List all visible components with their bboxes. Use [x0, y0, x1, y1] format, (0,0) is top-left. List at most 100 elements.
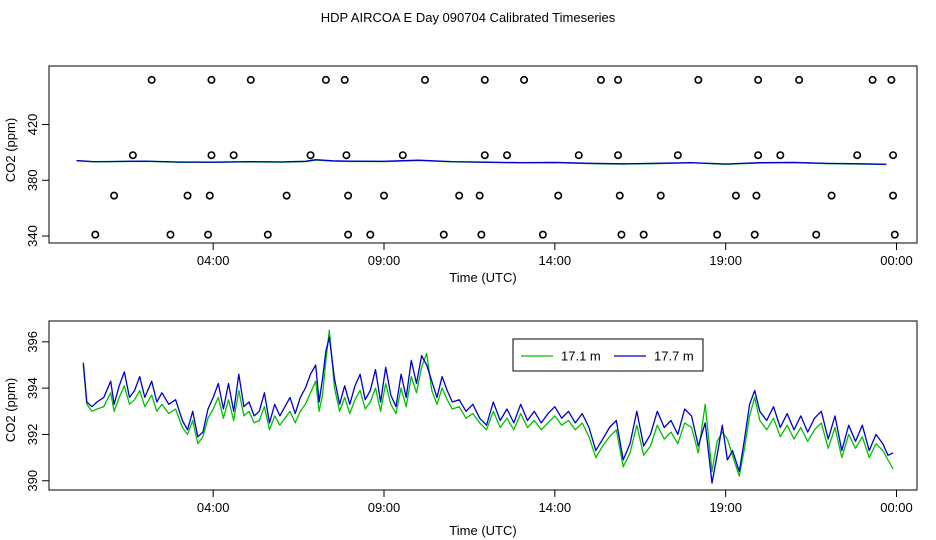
- calibration-point: [574, 151, 583, 160]
- bottom-y-axis-label: CO2 (ppm): [3, 378, 18, 442]
- top-x-tick-label: 14:00: [539, 253, 572, 268]
- calibration-point: [887, 75, 896, 84]
- calibration-point: [615, 191, 624, 200]
- calibration-point: [455, 191, 464, 200]
- calibration-point: [207, 75, 216, 84]
- top-y-tick-label: 340: [25, 225, 40, 247]
- bottom-plot-frame: [48, 320, 918, 491]
- calibration-point: [306, 151, 315, 160]
- calibration-point: [853, 151, 862, 160]
- calibration-point: [128, 151, 137, 160]
- bottom-series-lines: [82, 329, 894, 484]
- top-series-17-7-mline: [76, 159, 887, 165]
- top-calibration-points: [91, 75, 899, 239]
- calibration-point: [91, 230, 100, 239]
- calibration-point: [398, 151, 407, 160]
- calibration-point: [694, 75, 703, 84]
- bottom-x-tick-label: 09:00: [368, 500, 401, 515]
- legend-box: [512, 338, 704, 372]
- calibration-point: [868, 75, 877, 84]
- top-x-tick-label: 00:00: [880, 253, 913, 268]
- bottom-x-axis-label: Time (UTC): [449, 523, 516, 538]
- legend: 17.1 m 17.7 m: [512, 338, 704, 372]
- calibration-point: [617, 230, 626, 239]
- calibration-point: [673, 151, 682, 160]
- calibration-point: [639, 230, 648, 239]
- calibration-point: [596, 75, 605, 84]
- calibration-point: [827, 191, 836, 200]
- calibration-point: [344, 191, 353, 200]
- calibration-point: [750, 230, 759, 239]
- calibration-point: [205, 191, 214, 200]
- calibration-point: [342, 151, 351, 160]
- calibration-point: [480, 75, 489, 84]
- legend-label-17-7m: 17.7 m: [654, 349, 694, 364]
- calibration-point: [477, 230, 486, 239]
- calibration-point: [554, 191, 563, 200]
- top-y-axis-label: CO2 (ppm): [3, 118, 18, 182]
- calibration-point: [263, 230, 272, 239]
- calibration-point: [229, 151, 238, 160]
- calibration-point: [713, 230, 722, 239]
- calibration-point: [731, 191, 740, 200]
- figure-title: HDP AIRCOA E Day 090704 Calibrated Times…: [321, 10, 616, 25]
- calibration-point: [475, 191, 484, 200]
- calibration-point: [183, 191, 192, 200]
- top-x-tick-label: 19:00: [709, 253, 742, 268]
- calibration-point: [754, 151, 763, 160]
- calibration-point: [812, 230, 821, 239]
- top-y-tick-label: 420: [25, 114, 40, 136]
- top-y-tick-label: 380: [25, 169, 40, 191]
- legend-label-17-1m: 17.1 m: [561, 349, 601, 364]
- bottom-x-tick-label: 00:00: [880, 500, 913, 515]
- top-series-lines: [76, 159, 887, 166]
- bottom-x-tick-label: 04:00: [197, 500, 230, 515]
- top-x-axis-label: Time (UTC): [449, 270, 516, 285]
- calibration-point: [246, 75, 255, 84]
- bottom-y-tick-label: 392: [25, 424, 40, 446]
- bottom-x-tick-label: 14:00: [539, 500, 572, 515]
- calibration-point: [614, 151, 623, 160]
- calibration-point: [614, 75, 623, 84]
- top-panel: 340 380 420 04:00 09:00 14:00 19:00 00:00 Time…: [3, 65, 918, 285]
- calibration-point: [795, 75, 804, 84]
- calibration-point: [889, 191, 898, 200]
- calibration-point: [147, 75, 156, 84]
- calibration-point: [204, 230, 213, 239]
- bottom-y-axis: 390 392 394 396: [25, 331, 50, 492]
- calibration-point: [282, 191, 291, 200]
- calibration-point: [366, 230, 375, 239]
- bottom-y-tick-label: 394: [25, 377, 40, 399]
- calibration-point: [502, 151, 511, 160]
- top-plot-frame: [48, 65, 918, 244]
- top-x-tick-label: 09:00: [368, 253, 401, 268]
- calibration-point: [344, 230, 353, 239]
- calibration-point: [520, 75, 529, 84]
- calibration-point: [439, 230, 448, 239]
- calibration-point: [480, 151, 489, 160]
- bottom-series-17-7-mline: [82, 336, 894, 484]
- calibration-point: [656, 191, 665, 200]
- calibration-point: [776, 151, 785, 160]
- bottom-panel: 390 392 394 396 04:00 09:00 14:00 19:00 00:00 T…: [3, 320, 918, 538]
- calibration-point: [754, 75, 763, 84]
- bottom-x-tick-label: 19:00: [709, 500, 742, 515]
- calibration-point: [420, 75, 429, 84]
- top-x-axis: 04:00 09:00 14:00 19:00 00:00: [197, 243, 913, 268]
- calibration-point: [890, 230, 899, 239]
- bottom-y-tick-label: 390: [25, 470, 40, 492]
- calibration-point: [340, 75, 349, 84]
- bottom-y-tick-label: 396: [25, 331, 40, 353]
- calibration-point: [379, 191, 388, 200]
- calibration-point: [752, 191, 761, 200]
- calibration-point: [207, 151, 216, 160]
- bottom-x-axis: 04:00 09:00 14:00 19:00 00:00: [197, 490, 913, 515]
- calibration-point: [889, 151, 898, 160]
- calibration-point: [166, 230, 175, 239]
- calibration-point: [538, 230, 547, 239]
- calibration-point: [110, 191, 119, 200]
- top-y-axis: 340 380 420: [25, 114, 50, 247]
- bottom-series-17-1-mline: [82, 329, 894, 477]
- calibration-point: [321, 75, 330, 84]
